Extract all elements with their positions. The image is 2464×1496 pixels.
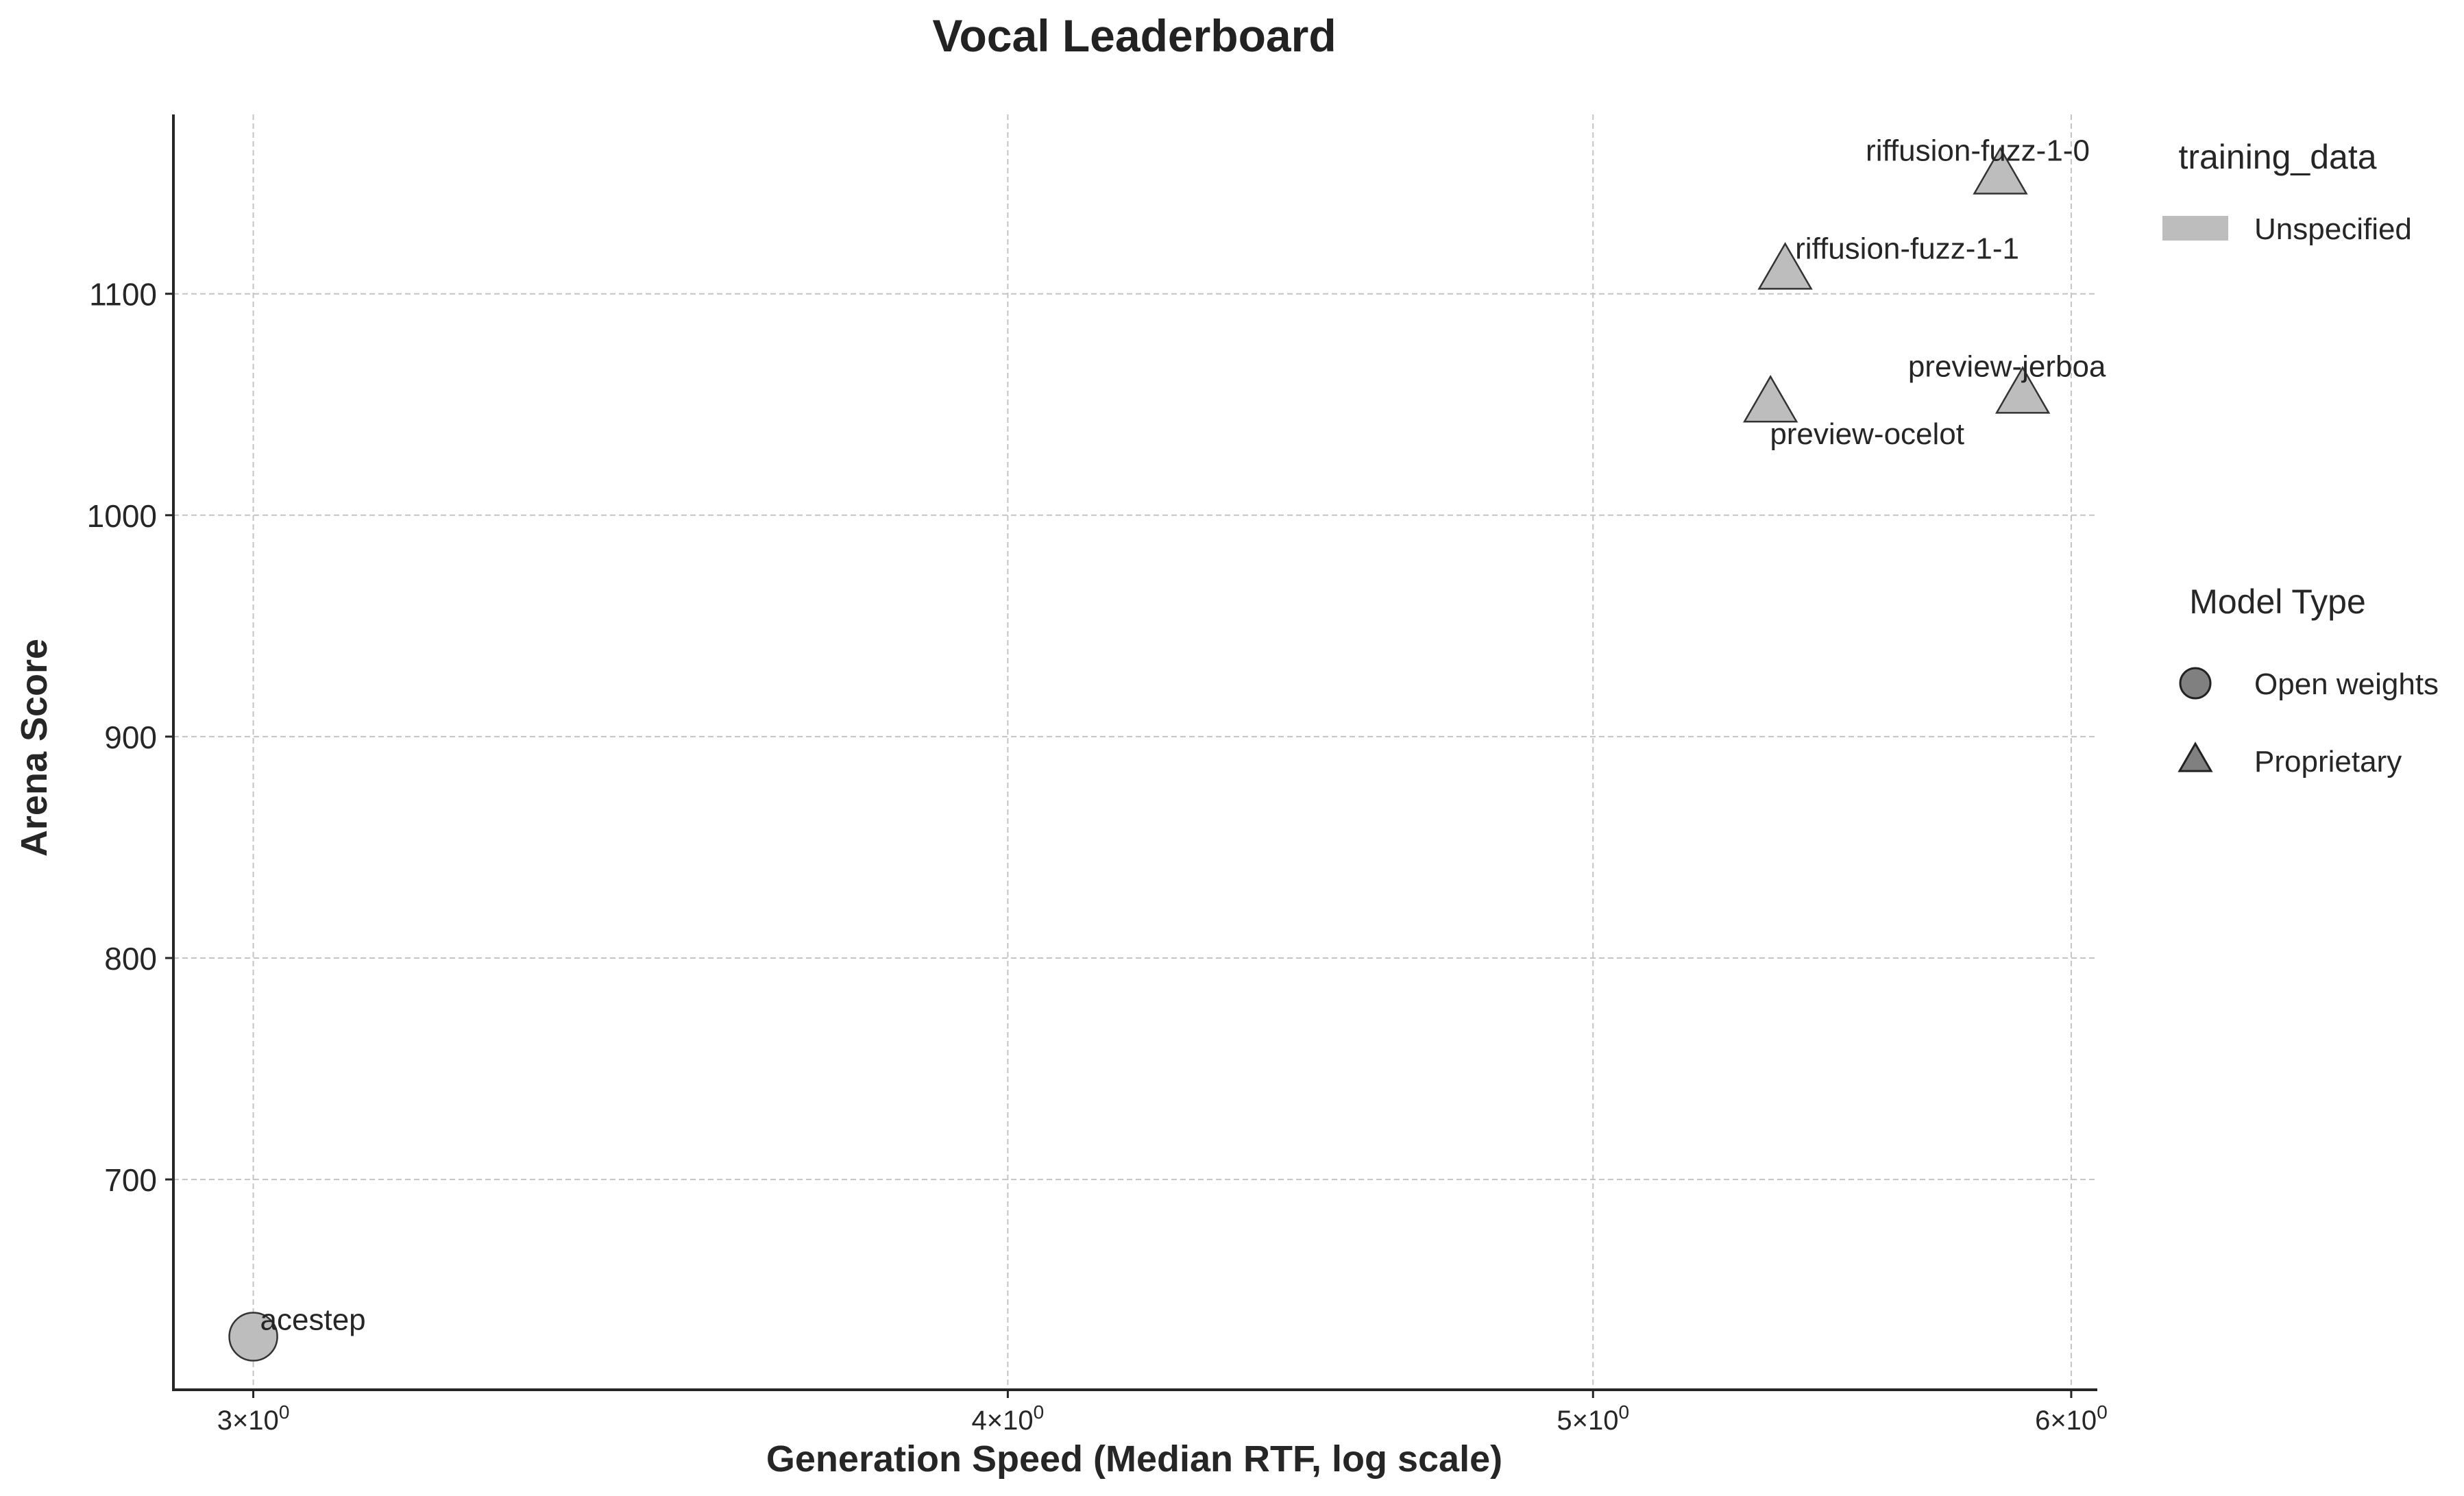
data-point-triangle bbox=[1742, 374, 1798, 423]
legend-triangle-marker bbox=[2178, 741, 2213, 772]
point-labels: acestep riffusion-fuzz-1-0 riffusion-fuzz-… bbox=[260, 134, 2106, 1336]
y-tick-label: 700 bbox=[104, 1162, 157, 1198]
y-tick-label: 900 bbox=[104, 720, 157, 755]
legend-training-data: training_data Unspecified bbox=[2162, 138, 2412, 246]
data-point-label: preview-jerboa bbox=[1908, 350, 2106, 383]
data-point-label: acestep bbox=[260, 1303, 366, 1336]
x-axis-label: Generation Speed (Median RTF, log scale) bbox=[766, 1438, 1502, 1480]
x-tick-label: 3×100 bbox=[217, 1401, 290, 1436]
data-point-triangle bbox=[1757, 242, 1813, 290]
x-tick-label: 4×100 bbox=[972, 1401, 1045, 1436]
grid-layer bbox=[173, 114, 2097, 1390]
x-tick-label: 5×100 bbox=[1557, 1401, 1629, 1436]
legend-circle-marker bbox=[2179, 667, 2212, 700]
axes-spines bbox=[172, 114, 2097, 1391]
data-point-label: riffusion-fuzz-1-1 bbox=[1795, 232, 2019, 265]
data-point-label: riffusion-fuzz-1-0 bbox=[1866, 134, 2090, 167]
x-tick-label: 6×100 bbox=[2035, 1401, 2108, 1436]
y-tick-label: 800 bbox=[104, 941, 157, 977]
data-points bbox=[228, 147, 2051, 1362]
data-point-label: preview-ocelot bbox=[1770, 417, 1964, 451]
legend-training-title: training_data bbox=[2178, 138, 2376, 176]
axes-spine bbox=[172, 114, 2097, 1391]
axis-ticks: 700 800 900 1000 1100 3×100 4×100 5×100 6×100 bbox=[87, 277, 2108, 1436]
data-point-circle bbox=[228, 1312, 278, 1362]
legend-model-type: Model Type Open weights Proprietary bbox=[2178, 583, 2439, 778]
chart-title: Vocal Leaderboard bbox=[932, 10, 1336, 61]
y-axis-label: Arena Score bbox=[14, 639, 55, 857]
data-point-triangle bbox=[1973, 147, 2028, 195]
legend-entry-label: Open weights bbox=[2254, 667, 2439, 701]
data-point-triangle bbox=[1995, 366, 2051, 414]
y-tick-label: 1100 bbox=[89, 277, 157, 312]
legend-patch bbox=[2162, 216, 2228, 241]
legend-entry-label: Proprietary bbox=[2254, 745, 2402, 778]
y-tick-label: 1000 bbox=[87, 498, 157, 534]
legend-entry-label: Unspecified bbox=[2254, 212, 2412, 246]
legend-model-title: Model Type bbox=[2189, 583, 2366, 621]
